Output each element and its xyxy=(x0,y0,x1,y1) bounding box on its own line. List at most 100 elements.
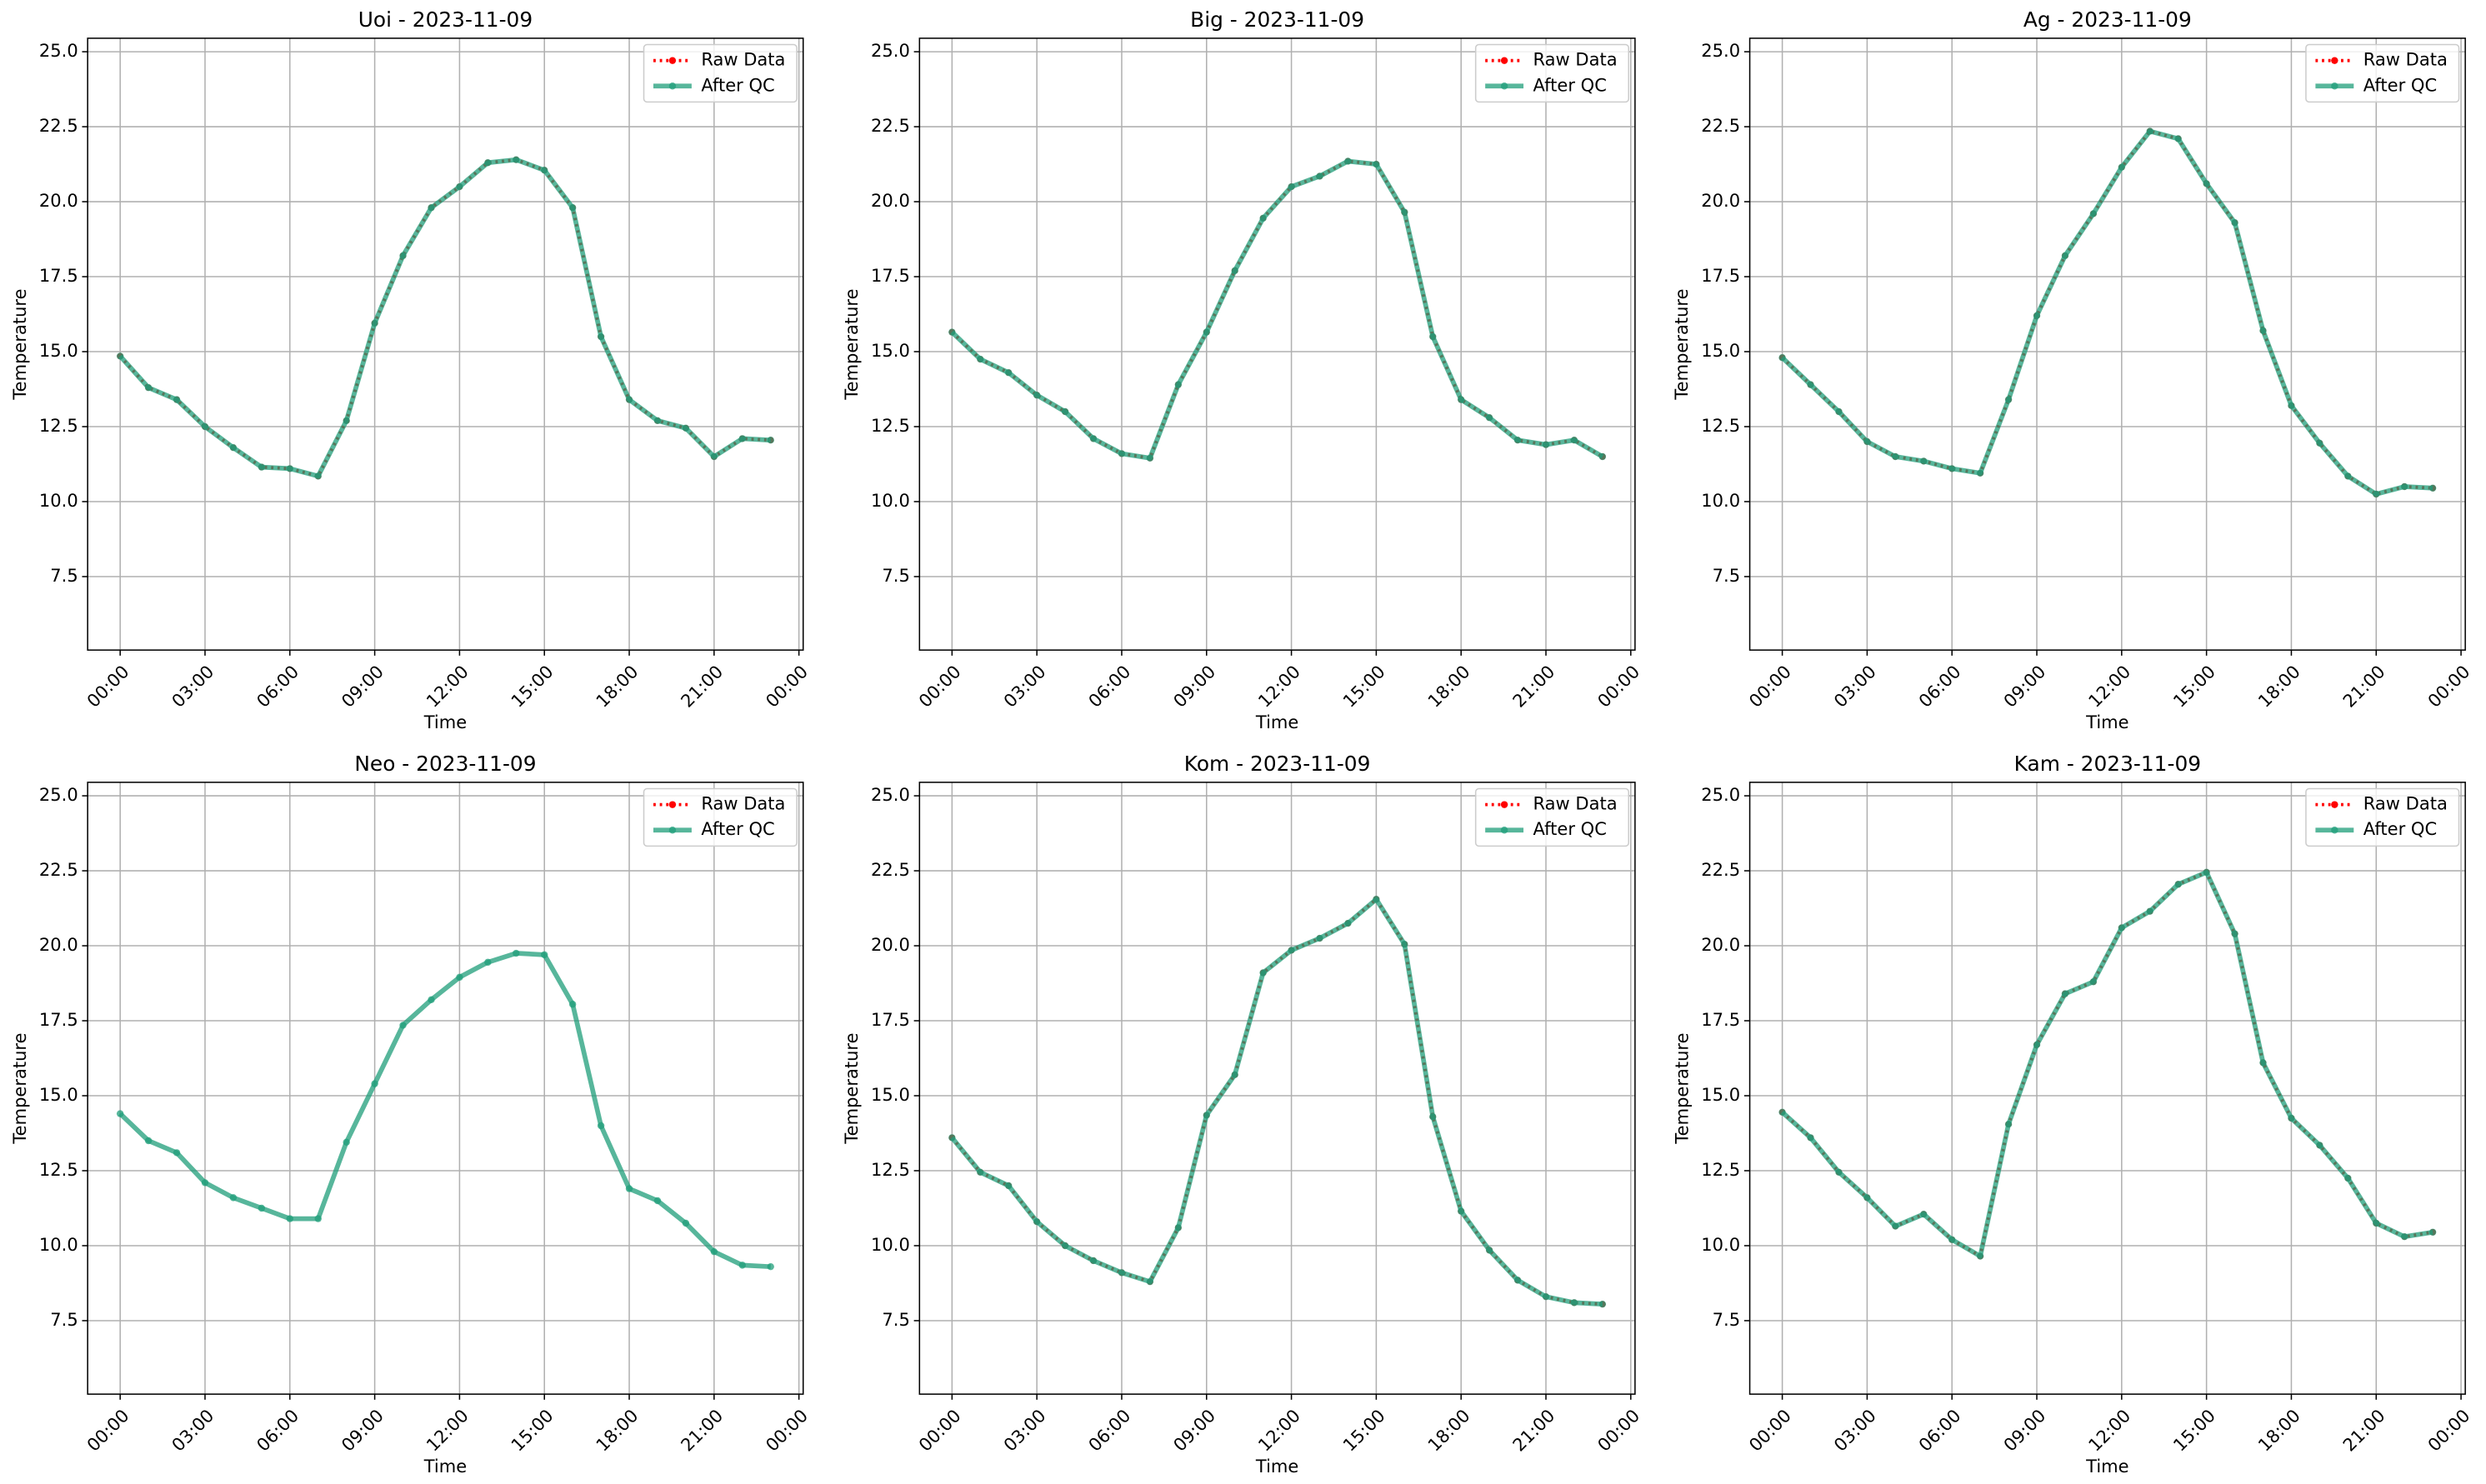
legend-marker xyxy=(2331,801,2338,808)
data-point xyxy=(948,1134,956,1142)
data-point xyxy=(456,973,463,982)
data-point xyxy=(2373,490,2380,498)
x-tick-label: 09:00 xyxy=(338,661,388,712)
data-point xyxy=(1005,1182,1013,1190)
x-axis-label: Time xyxy=(2085,712,2128,732)
plot-frame xyxy=(87,782,804,1395)
legend-label: After QC xyxy=(2363,818,2437,839)
data-point xyxy=(2004,1121,2013,1128)
y-tick-label: 12.5 xyxy=(1701,415,1740,436)
data-point xyxy=(1089,1257,1098,1265)
data-point xyxy=(484,159,492,167)
data-point xyxy=(1570,1299,1578,1307)
data-point xyxy=(1807,381,1814,388)
data-point xyxy=(1778,354,1786,362)
x-tick-label: 00:00 xyxy=(2423,661,2474,712)
y-tick-label: 22.5 xyxy=(871,115,910,136)
data-point xyxy=(977,1168,984,1177)
x-tick-label: 06:00 xyxy=(253,1405,303,1456)
data-point xyxy=(1485,1247,1493,1254)
y-tick-label: 12.5 xyxy=(871,415,910,436)
data-point xyxy=(2259,1059,2267,1067)
data-point xyxy=(484,958,492,967)
legend-marker xyxy=(668,82,677,90)
y-tick-label: 7.5 xyxy=(882,1309,909,1330)
data-point xyxy=(1231,267,1238,275)
y-tick-label: 15.0 xyxy=(1701,340,1740,361)
x-tick-label: 09:00 xyxy=(1999,1405,2050,1456)
y-tick-label: 12.5 xyxy=(1701,1159,1740,1180)
data-point xyxy=(173,1149,181,1157)
data-point xyxy=(1513,437,1522,444)
legend-marker xyxy=(668,827,677,834)
subplot-title: Kam - 2023-11-09 xyxy=(2014,752,2201,776)
data-point xyxy=(343,417,350,425)
data-point xyxy=(682,424,690,432)
data-point xyxy=(229,444,238,452)
data-point xyxy=(1835,1168,1843,1177)
legend-label: Raw Data xyxy=(2363,793,2448,814)
x-axis-label: Time xyxy=(2085,1456,2128,1477)
x-tick-label: 18:00 xyxy=(592,661,643,712)
y-tick-label: 7.5 xyxy=(1713,1309,1740,1330)
data-point xyxy=(2089,978,2098,986)
data-point xyxy=(1288,182,1295,191)
data-point xyxy=(1401,208,1408,216)
y-axis-label: Temperature xyxy=(9,1032,30,1144)
x-tick-label: 03:00 xyxy=(999,1405,1050,1456)
data-point xyxy=(2288,1114,2295,1122)
data-point xyxy=(2118,163,2126,171)
y-tick-label: 15.0 xyxy=(1701,1084,1740,1105)
subplot: Kom - 2023-11-09 7.5 10.0 12.5 15.0 17.5 20.0 2… xyxy=(841,752,1643,1477)
legend-label: Raw Data xyxy=(2363,49,2448,70)
x-axis-label: Time xyxy=(423,712,467,732)
data-point xyxy=(1570,437,1578,444)
y-tick-label: 20.0 xyxy=(1701,190,1740,211)
data-point xyxy=(2231,219,2238,227)
data-point xyxy=(1174,1224,1183,1232)
subplot: Ag - 2023-11-09 7.5 10.0 12.5 15.0 17.5 20.0 22… xyxy=(1671,7,2473,732)
data-point xyxy=(399,1022,407,1029)
data-point xyxy=(1429,332,1437,341)
data-point xyxy=(2033,312,2041,320)
x-tick-label: 21:00 xyxy=(1508,1405,1559,1456)
data-point xyxy=(173,396,181,403)
data-point xyxy=(428,996,435,1004)
data-point xyxy=(286,1215,294,1222)
plot-frame xyxy=(918,782,1636,1395)
x-tick-label: 00:00 xyxy=(1593,661,1644,712)
data-point xyxy=(1863,437,1871,446)
data-point xyxy=(1513,1277,1522,1284)
data-point xyxy=(1174,381,1183,388)
data-point xyxy=(1892,1222,1899,1230)
y-tick-label: 10.0 xyxy=(39,490,78,511)
plot-frame xyxy=(87,37,804,651)
plot-frame xyxy=(918,37,1636,651)
x-tick-label: 21:00 xyxy=(677,661,728,712)
series-line xyxy=(1780,869,2433,1259)
y-tick-label: 7.5 xyxy=(50,1309,78,1330)
data-point xyxy=(1863,1194,1871,1202)
legend-label: After QC xyxy=(1533,74,1607,95)
x-tick-label: 00:00 xyxy=(2423,1405,2474,1456)
data-point xyxy=(1920,457,1928,465)
y-axis-label: Temperature xyxy=(9,288,30,400)
x-tick-label: 09:00 xyxy=(1169,1405,1220,1456)
data-point xyxy=(1231,1071,1238,1079)
data-point xyxy=(1948,1236,1956,1243)
y-tick-label: 12.5 xyxy=(39,415,78,436)
x-tick-label: 15:00 xyxy=(1338,661,1389,712)
data-point xyxy=(1401,941,1408,948)
data-point xyxy=(625,396,633,403)
data-point xyxy=(653,1197,662,1205)
data-point xyxy=(738,1262,746,1269)
data-point xyxy=(286,465,294,472)
y-tick-label: 15.0 xyxy=(39,1084,78,1105)
data-point xyxy=(977,355,984,363)
plot-frame xyxy=(1748,782,2466,1395)
legend-marker xyxy=(1500,82,1508,90)
data-point xyxy=(2344,472,2352,480)
subplot-title: Neo - 2023-11-09 xyxy=(354,752,536,776)
data-point xyxy=(1316,172,1323,180)
